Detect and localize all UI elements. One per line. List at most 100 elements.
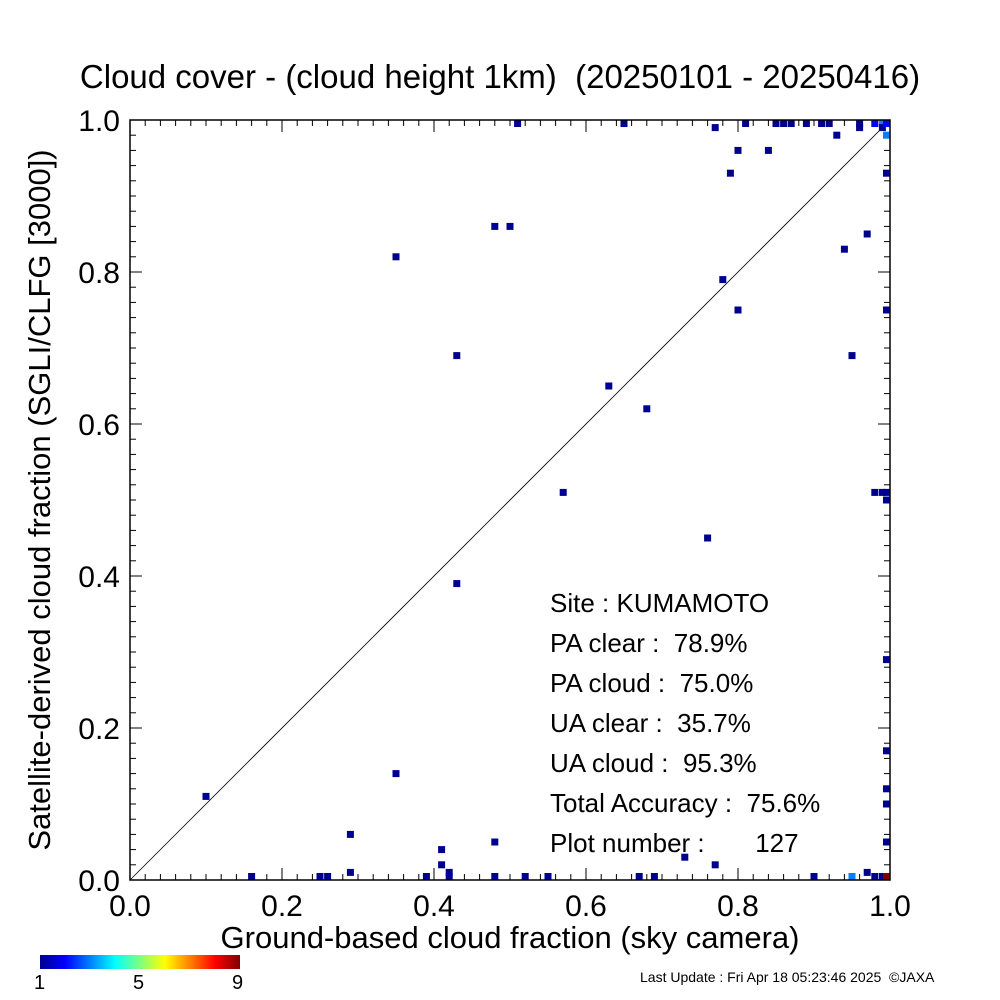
data-cell xyxy=(559,488,567,496)
y-tick-label: 0.0 xyxy=(78,865,120,898)
data-cell xyxy=(346,868,354,876)
data-cell xyxy=(856,124,864,132)
x-tick-label: 0.2 xyxy=(261,890,303,923)
data-cell xyxy=(863,868,871,876)
data-cell xyxy=(605,382,613,390)
data-cell xyxy=(883,120,890,127)
x-tick-label: 1.0 xyxy=(869,890,911,923)
data-cell xyxy=(772,120,780,127)
colorbar-min-label: 1 xyxy=(34,972,46,994)
chart-title: Cloud cover - (cloud height 1km) (202501… xyxy=(79,58,921,95)
data-cell xyxy=(742,120,750,127)
colorbar-mid-label: 5 xyxy=(133,972,145,994)
y-tick-label: 0.6 xyxy=(78,409,120,442)
data-cell xyxy=(878,124,886,132)
data-cell xyxy=(491,222,499,230)
data-cell xyxy=(521,873,529,880)
data-cell xyxy=(514,120,522,127)
data-cell xyxy=(711,861,719,869)
data-cell xyxy=(883,747,890,755)
last-update-footer: Last Update : Fri Apr 18 05:23:46 2025 ©… xyxy=(640,969,935,985)
data-cell xyxy=(453,580,461,588)
data-cell xyxy=(635,873,643,880)
y-tick-label: 0.2 xyxy=(78,713,120,746)
data-cell xyxy=(883,785,890,793)
data-cell xyxy=(453,352,461,360)
data-cell xyxy=(316,873,324,880)
data-cell xyxy=(883,306,890,314)
data-cell xyxy=(650,873,658,880)
data-cell xyxy=(883,873,890,880)
data-cell xyxy=(392,770,400,778)
data-cell xyxy=(445,873,453,880)
data-cell xyxy=(506,222,514,230)
data-cell xyxy=(422,873,430,880)
data-cell xyxy=(643,405,651,413)
data-cell xyxy=(620,120,628,127)
data-cell xyxy=(681,853,689,861)
data-cell xyxy=(445,868,453,876)
data-cell xyxy=(544,873,552,880)
y-tick-label: 0.4 xyxy=(78,561,120,594)
data-cell xyxy=(438,861,446,869)
data-cell xyxy=(825,120,833,127)
colorbar xyxy=(40,955,240,969)
ua-clear-label: UA clear : 35.7% xyxy=(550,708,751,738)
data-cell xyxy=(883,496,890,504)
data-cell xyxy=(704,534,712,542)
data-cell xyxy=(438,846,446,854)
data-cell xyxy=(392,253,400,261)
data-cell xyxy=(883,131,890,139)
data-cell xyxy=(780,120,788,127)
data-cell xyxy=(883,169,890,177)
data-cell xyxy=(248,873,256,880)
y-axis-label: Satellite-derived cloud fraction (SGLI/C… xyxy=(22,149,57,851)
data-cell xyxy=(833,131,841,139)
total-accuracy-label: Total Accuracy : 75.6% xyxy=(550,788,821,818)
one-to-one-line xyxy=(129,119,891,881)
data-cell xyxy=(202,792,210,800)
data-cell xyxy=(711,124,719,132)
data-cell xyxy=(856,120,864,127)
plot-frame xyxy=(129,119,891,881)
colorbar-max-label: 9 xyxy=(232,972,244,994)
data-cell xyxy=(878,120,886,127)
x-tick-label: 0.8 xyxy=(717,890,759,923)
tick-labels: 0.0 0.2 0.4 0.6 0.8 1.0 0.0 0.2 0.4 0.6 0.8 1.0 xyxy=(78,105,911,923)
data-cell xyxy=(491,838,499,846)
data-cell xyxy=(848,873,856,880)
x-axis-label: Ground-based cloud fraction (sky camera) xyxy=(220,920,800,955)
stats-panel: Site : KUMAMOTO PA clear : 78.9% PA clou… xyxy=(550,583,820,863)
x-tick-label: 0.4 xyxy=(413,890,455,923)
data-cell xyxy=(719,276,727,284)
pa-cloud-label: PA cloud : 75.0% xyxy=(550,668,754,698)
data-cell xyxy=(810,873,818,880)
data-cell xyxy=(878,873,886,880)
data-cell xyxy=(871,488,879,496)
data-cell xyxy=(878,488,886,496)
x-tick-label: 0.6 xyxy=(565,890,607,923)
data-cell xyxy=(848,352,856,360)
data-cell xyxy=(883,488,890,496)
data-cell xyxy=(734,306,742,314)
data-cell xyxy=(491,873,499,880)
data-cell xyxy=(324,873,332,880)
site-label: Site : KUMAMOTO xyxy=(550,588,770,618)
data-cell xyxy=(818,120,826,127)
data-cell xyxy=(734,146,742,154)
data-cell xyxy=(787,120,795,127)
data-cell xyxy=(871,120,879,127)
data-cell xyxy=(764,146,772,154)
plot-number-label: Plot number : 127 xyxy=(550,828,799,858)
y-tick-label: 1.0 xyxy=(78,105,120,138)
data-points xyxy=(202,120,890,880)
y-tick-label: 0.8 xyxy=(78,257,120,290)
x-tick-label: 0.0 xyxy=(109,890,151,923)
data-cell xyxy=(840,245,848,253)
data-cell xyxy=(346,830,354,838)
data-cell xyxy=(883,800,890,808)
ua-cloud-label: UA cloud : 95.3% xyxy=(550,748,757,778)
data-cell xyxy=(883,838,890,846)
data-cell xyxy=(871,873,879,880)
